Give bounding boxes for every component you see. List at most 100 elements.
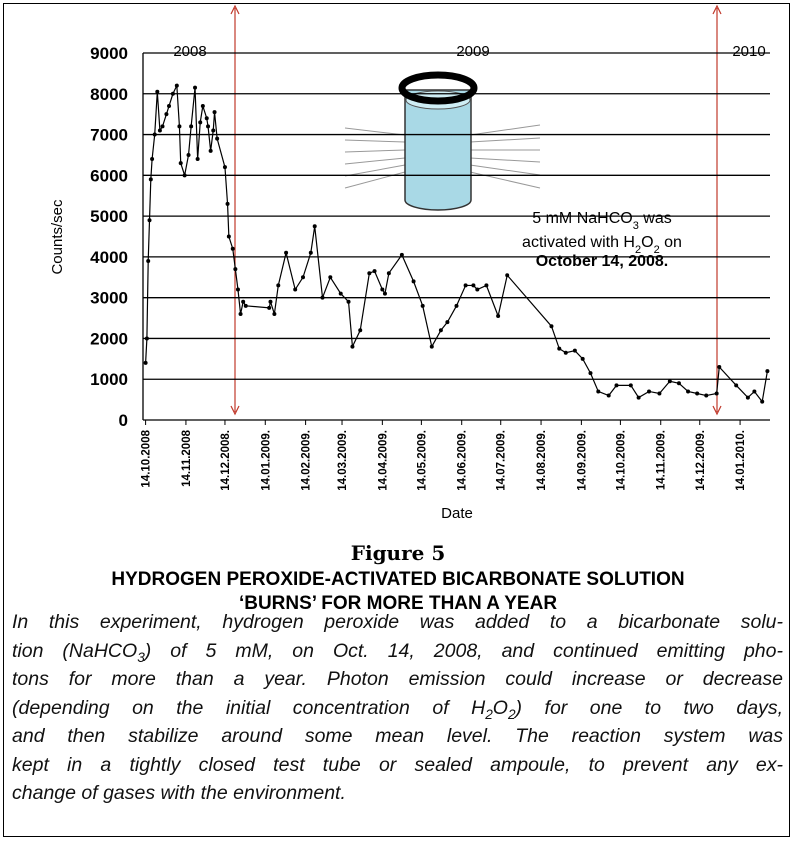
- data-point: [235, 287, 240, 292]
- note-subscript: 2: [635, 244, 641, 256]
- caption-line: change of gases with the environment.: [12, 779, 783, 808]
- data-point: [636, 395, 641, 400]
- data-point: [148, 177, 153, 182]
- data-point: [147, 218, 152, 223]
- caption-text: tons for more than a year. Photon emissi…: [12, 668, 783, 690]
- data-point: [301, 275, 306, 280]
- data-point: [152, 132, 157, 137]
- data-point: [200, 104, 205, 109]
- data-point: [308, 250, 313, 255]
- y-tick-label: 1000: [90, 370, 128, 389]
- y-axis-label: Counts/sec: [49, 199, 66, 275]
- note-text: October 14, 2008.: [536, 253, 669, 270]
- data-point: [411, 279, 416, 284]
- figure-title-line: ‘BURNS’ FOR MORE THAN A YEAR: [238, 593, 558, 614]
- note-text: on: [660, 234, 682, 251]
- x-axis-label: Date: [441, 505, 473, 522]
- data-point: [380, 287, 385, 292]
- data-point: [320, 295, 325, 300]
- data-point: [580, 356, 585, 361]
- x-tick-label: 14.05.2009.: [416, 430, 428, 491]
- data-point: [549, 324, 554, 329]
- data-point: [350, 344, 355, 349]
- data-point: [614, 383, 619, 388]
- data-point: [211, 128, 216, 133]
- x-tick-label: 14.10.2009.: [615, 430, 627, 491]
- data-point: [212, 110, 217, 115]
- data-point: [438, 328, 443, 333]
- note-text: was: [639, 210, 672, 227]
- data-point: [704, 393, 709, 398]
- x-tick-label: 14.04.2009.: [377, 430, 389, 491]
- data-point: [312, 224, 317, 229]
- data-point: [667, 379, 672, 384]
- data-point: [225, 201, 230, 206]
- caption-line: tons for more than a year. Photon emissi…: [12, 665, 783, 694]
- x-tick-label: 14.10.2008: [141, 429, 153, 487]
- caption-text: ) for one to two days,: [515, 696, 783, 719]
- data-point: [386, 271, 391, 276]
- x-tick-label: 14.11.2009.: [656, 430, 668, 490]
- data-point: [155, 89, 160, 94]
- x-tick-label: 14.11.2008: [181, 429, 193, 487]
- caption-text: change of gases with the environment.: [12, 782, 346, 804]
- x-tick-label: 14.08.2009.: [536, 430, 548, 491]
- y-tick-label: 0: [119, 411, 128, 430]
- caption-text: O: [492, 696, 508, 719]
- x-tick-label: 14.02.2009.: [301, 430, 313, 491]
- data-point: [193, 85, 198, 90]
- data-point: [206, 124, 211, 129]
- caption-text: ) of 5 mM, on Oct. 14, 2008, and continu…: [144, 639, 783, 662]
- x-tick-label: 14.06.2009.: [457, 430, 469, 491]
- data-point: [765, 369, 770, 374]
- y-tick-label: 3000: [90, 289, 128, 308]
- y-tick-label: 9000: [90, 44, 128, 63]
- caption-subscript: 2: [485, 706, 493, 722]
- note-subscript: 2: [654, 244, 660, 256]
- caption-line: kept in a tightly closed test tube or se…: [12, 751, 783, 780]
- data-point: [226, 234, 231, 239]
- data-point: [243, 303, 248, 308]
- period-arrows: [230, 4, 722, 416]
- data-point: [146, 258, 151, 263]
- caption-line: and then stabilize around some mean leve…: [12, 722, 783, 751]
- data-point: [230, 246, 235, 251]
- caption-text: kept in a tightly closed test tube or se…: [12, 753, 783, 776]
- x-tick-label: 14.01.2010.: [735, 430, 747, 491]
- data-point: [372, 269, 377, 274]
- data-point: [204, 116, 209, 121]
- data-point: [588, 371, 593, 376]
- data-point: [178, 161, 183, 166]
- data-point: [563, 350, 568, 355]
- note-line: 5 mM NaHCO3 was: [532, 210, 671, 232]
- data-point: [222, 165, 227, 170]
- data-point: [233, 267, 238, 272]
- note-line: October 14, 2008.: [536, 253, 669, 270]
- caption-line: tion (NaHCO3) of 5 mM, on Oct. 14, 2008,…: [12, 637, 783, 666]
- year-label: 2009: [456, 43, 489, 60]
- caption-line: In this experiment, hydrogen peroxide wa…: [12, 608, 783, 637]
- data-point: [714, 391, 719, 396]
- data-point: [676, 381, 681, 386]
- caption-text: In this experiment, hydrogen peroxide wa…: [12, 611, 783, 633]
- data-point: [399, 252, 404, 257]
- data-point: [606, 393, 611, 398]
- data-point: [195, 157, 200, 162]
- note-line: activated with H2O2 on: [522, 234, 682, 256]
- data-point: [143, 360, 148, 365]
- x-tick-label: 14.09.2009.: [576, 430, 588, 491]
- y-tick-label: 8000: [90, 85, 128, 104]
- note-text: activated with H: [522, 234, 635, 251]
- data-point: [484, 283, 489, 288]
- data-point: [475, 287, 480, 292]
- y-tick-label: 4000: [90, 248, 128, 267]
- figure-title-line: HYDROGEN PEROXIDE-ACTIVATED BICARBONATE …: [111, 569, 685, 590]
- data-point: [144, 336, 149, 341]
- data-point: [420, 303, 425, 308]
- data-point: [382, 291, 387, 296]
- data-point: [657, 391, 662, 396]
- x-tick-label: 14.07.2009.: [496, 430, 508, 491]
- data-point: [177, 124, 182, 129]
- data-point: [686, 389, 691, 394]
